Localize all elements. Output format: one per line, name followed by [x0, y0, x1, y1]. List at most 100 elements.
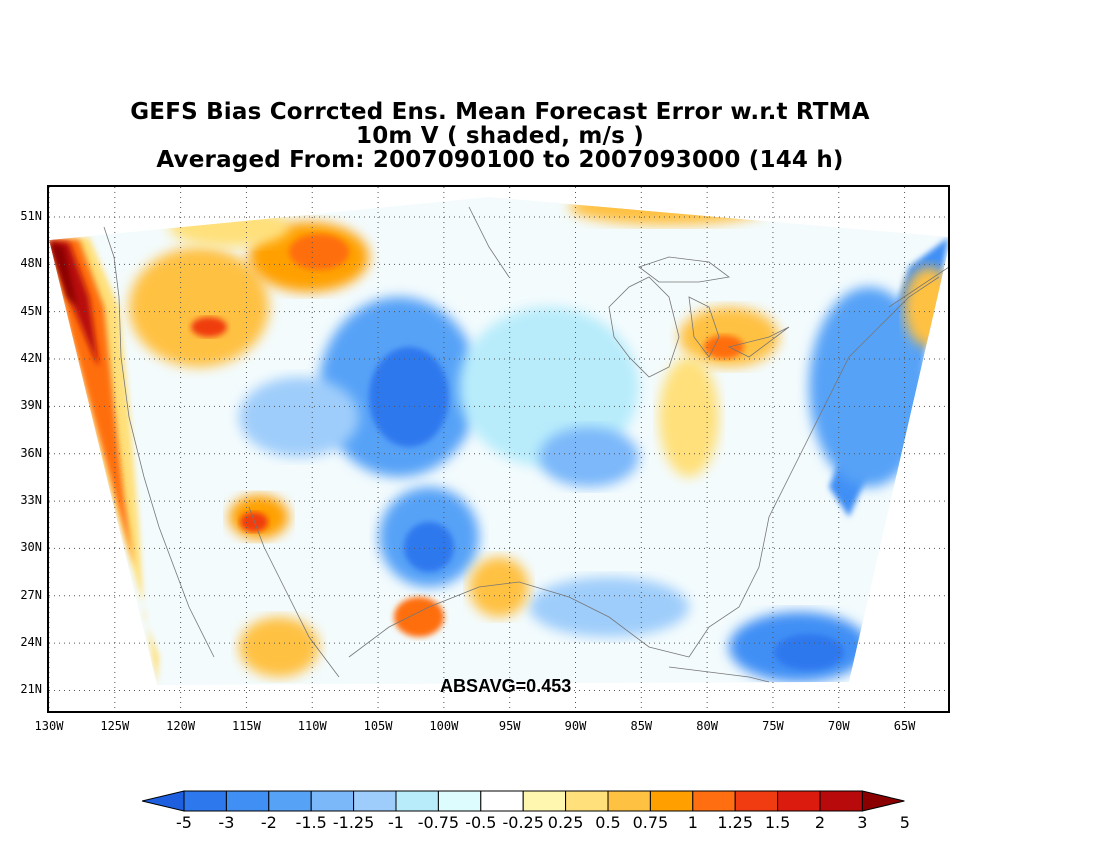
lon-label-75W: 75W: [762, 719, 784, 733]
lat-label-45N: 45N: [20, 303, 42, 318]
ozarks-negative: [539, 427, 639, 487]
colorbar-min-arrow: [142, 790, 185, 812]
mexico-positive: [394, 597, 444, 637]
colorbar-label: -0.75: [417, 813, 460, 832]
colorbar-swatch: [225, 790, 270, 812]
lon-label-100W: 100W: [429, 719, 459, 733]
lat-label-42N: 42N: [20, 351, 42, 366]
lon-label-120W: 120W: [166, 719, 196, 733]
colorbar-label: 1.25: [717, 813, 753, 832]
arizona-core: [240, 512, 268, 532]
lat-label-36N: 36N: [20, 445, 42, 460]
colorbar-swatch: [437, 790, 482, 812]
colorbar-label: -0.5: [465, 813, 497, 832]
lat-label-30N: 30N: [20, 540, 42, 555]
coastline-segment: [688, 276, 940, 658]
montana-core: [289, 234, 349, 270]
colorbar-label: -1.5: [295, 813, 327, 832]
colorbar-label: 0.75: [632, 813, 669, 832]
colorbar-swatch: [777, 790, 821, 812]
lat-label-27N: 27N: [20, 587, 42, 602]
coastline-segment: [727, 326, 790, 358]
error-field: [49, 197, 948, 685]
texas-core: [404, 522, 454, 572]
coastline-segment: [688, 296, 720, 358]
colorbar-label: 5: [899, 813, 910, 832]
rockies-core: [369, 347, 449, 447]
lon-label-130W: 130W: [34, 719, 64, 733]
chart-title: GEFS Bias Corrcted Ens. Mean Forecast Er…: [0, 100, 1000, 172]
lat-label-24N: 24N: [20, 635, 42, 650]
baja-positive: [239, 617, 319, 677]
coastline-segment: [348, 581, 690, 658]
colorbar-swatch: [480, 790, 524, 812]
oregon-core: [191, 317, 227, 337]
gulf-negative: [529, 577, 689, 637]
colorbar-max-arrow: [861, 790, 905, 812]
lat-label-33N: 33N: [20, 493, 42, 508]
lon-label-95W: 95W: [498, 719, 521, 733]
appalachian-positive: [659, 357, 719, 477]
colorbar-swatch: [183, 790, 227, 812]
coastlines: [103, 206, 948, 683]
colorbar-label: 0.25: [547, 813, 584, 832]
colorbar-label: -1.25: [332, 813, 375, 832]
lon-label-105W: 105W: [363, 719, 393, 733]
coastline-segment: [888, 267, 948, 308]
lon-label-85W: 85W: [630, 719, 653, 733]
colorbar-label: 0.5: [595, 813, 621, 832]
lon-label-90W: 90W: [564, 719, 587, 733]
title-line-1: GEFS Bias Corrcted Ens. Mean Forecast Er…: [130, 99, 870, 125]
lakes-core: [704, 335, 744, 359]
colorbar-label: 2: [814, 813, 826, 832]
lat-label-51N: 51N: [20, 208, 42, 223]
coastline-segment: [468, 206, 510, 278]
absavg-label: ABSAVG=0.453: [440, 676, 572, 696]
colorbar-label: -2: [260, 813, 277, 832]
lat-label-39N: 39N: [20, 398, 42, 413]
title-line-3: Averaged From: 2007090100 to 2007093000 …: [156, 147, 844, 173]
coastline-segment: [248, 506, 340, 678]
lon-label-65W: 65W: [893, 719, 916, 733]
gulf-positive: [469, 557, 529, 617]
colorbar-swatch: [310, 790, 355, 812]
pacific-band-max: [49, 242, 77, 307]
coastline-segment: [103, 226, 215, 658]
colorbar-swatch: [819, 790, 863, 812]
coastline-segment: [608, 276, 680, 378]
lat-label-21N: 21N: [20, 682, 42, 697]
coastline-segment: [638, 256, 730, 283]
northwest-positive: [129, 247, 269, 367]
colorbar-label: -5: [176, 813, 192, 832]
lon-label-110W: 110W: [297, 719, 327, 733]
lon-label-70W: 70W: [827, 719, 850, 733]
lon-label-115W: 115W: [231, 719, 261, 733]
colorbar-swatch: [268, 790, 312, 812]
colorbar-label: 1: [687, 813, 698, 832]
central-plains-light: [459, 307, 639, 467]
colorbar-swatch: [353, 790, 397, 812]
coastline-segment: [668, 666, 770, 683]
domain-mask: [49, 187, 948, 711]
title-line-2: 10m V ( shaded, m/s ): [356, 123, 644, 149]
colorbar-label: -3: [218, 813, 235, 832]
colorbar-label: 1.5: [764, 813, 791, 832]
map-frame: [47, 185, 950, 713]
lon-label-80W: 80W: [696, 719, 718, 733]
basin-negative: [239, 377, 359, 457]
pacific-band-mid: [49, 239, 134, 567]
lat-label-48N: 48N: [20, 256, 42, 271]
colorbar-label: 3: [857, 813, 868, 832]
map-plot: [49, 187, 948, 711]
colorbar-swatch: [522, 790, 567, 812]
lon-label-125W: 125W: [100, 719, 130, 733]
colorbar-label: -1: [388, 813, 404, 832]
colorbar-swatch: [692, 790, 736, 812]
colorbar: [142, 790, 905, 812]
colorbar-swatch: [395, 790, 439, 812]
colorbar-swatch: [607, 790, 651, 812]
colorbar-swatch: [565, 790, 609, 812]
caribbean-core: [774, 634, 844, 670]
colorbar-swatch: [734, 790, 779, 812]
colorbar-label: -0.25: [502, 813, 544, 832]
